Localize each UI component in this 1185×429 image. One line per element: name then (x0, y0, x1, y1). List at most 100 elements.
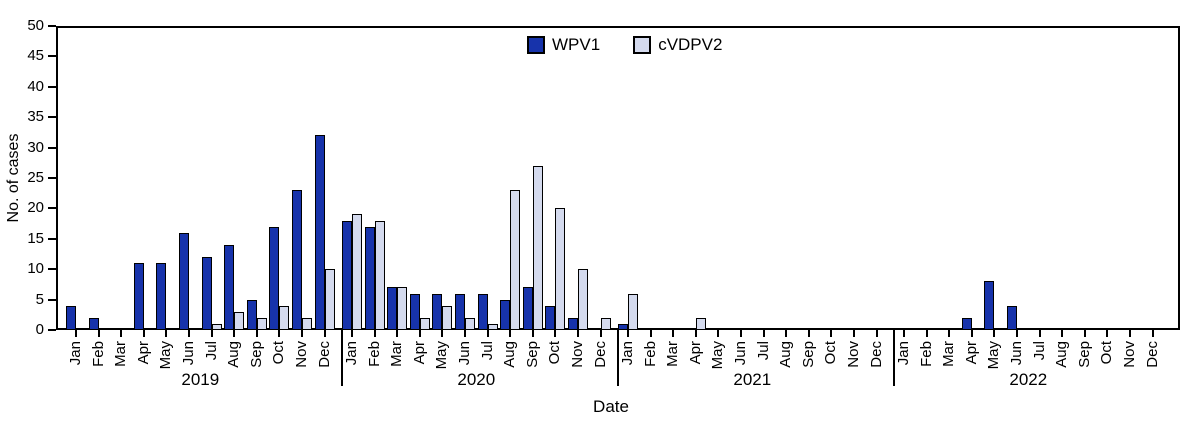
x-tick-label-text: Jul (1030, 341, 1048, 361)
plot-area (56, 26, 1180, 330)
year-divider-line (340, 330, 343, 386)
bar-cvdpv2-2019-nov (302, 317, 312, 330)
bar-cvdpv2-2020-jun (465, 317, 475, 330)
bar-wpv1-2022-apr (961, 317, 972, 330)
y-axis-tick (48, 116, 56, 119)
year-divider-line (892, 330, 895, 386)
y-axis-tick (48, 329, 56, 331)
x-axis-tick (599, 330, 602, 337)
x-tick-label-text: Aug (1053, 341, 1071, 368)
bar-wpv1-2020-mar (387, 287, 398, 330)
y-axis-tick-label: 50 (27, 17, 44, 34)
x-tick-label-text: Sep (523, 341, 541, 368)
x-tick-label-text: Nov (845, 341, 862, 368)
bar-cvdpv2-2019-sep (256, 317, 267, 330)
x-axis-tick (903, 330, 905, 337)
x-axis-tick (441, 330, 444, 337)
x-axis-tick (210, 330, 213, 337)
x-axis-tick (1129, 330, 1131, 337)
x-tick-label-text: Oct (270, 341, 288, 365)
cvdpv2-color-swatch (633, 36, 652, 54)
x-axis-tick (1038, 330, 1041, 337)
x-tick-label-text: Sep (247, 341, 265, 368)
bar-wpv1-2020-aug (500, 299, 511, 330)
x-tick-label-text: Jan (67, 341, 84, 366)
y-axis-tick (48, 146, 56, 149)
x-axis-tick (301, 330, 303, 337)
bar-cvdpv2-2019-jul (211, 323, 222, 330)
y-axis-tick (48, 177, 56, 179)
x-axis-tick (717, 330, 720, 337)
x-tick-label-text: Feb (917, 341, 935, 367)
x-tick-label-text: Aug (501, 341, 519, 368)
x-axis-tick (1061, 330, 1064, 337)
y-axis-tick (48, 85, 56, 88)
y-axis-tick-label: 45 (27, 47, 44, 65)
x-axis-tick (762, 330, 765, 337)
bar-wpv1-2019-aug (224, 244, 235, 330)
legend-item-wpv1: WPV1 (527, 36, 600, 54)
x-tick-label-text: Mar (940, 341, 958, 367)
x-axis-tick (830, 330, 833, 337)
wpv1-color-swatch (527, 36, 545, 54)
y-axis-tick-label: 5 (35, 290, 44, 308)
x-axis-title: Date (593, 397, 629, 416)
x-tick-label-text: Jun (732, 341, 749, 366)
bar-wpv1-2020-nov (568, 317, 578, 330)
x-tick-label-text: May (985, 341, 1003, 370)
x-axis-tick (142, 330, 145, 337)
bar-cvdpv2-2020-oct (555, 208, 566, 330)
y-axis-tick (48, 25, 56, 27)
bar-cvdpv2-2021-apr (695, 317, 706, 330)
y-axis-tick (48, 207, 56, 210)
x-tick-label-text: Aug (225, 341, 243, 368)
bar-cvdpv2-2020-apr (419, 317, 430, 330)
bar-wpv1-2019-jan (66, 305, 76, 330)
bar-cvdpv2-2020-jan (352, 214, 362, 330)
y-axis-tick-label: 25 (27, 169, 44, 186)
bar-wpv1-2020-oct (545, 305, 556, 330)
x-tick-label-text: Mar (112, 341, 130, 367)
x-tick-label-text: Apr (410, 341, 428, 365)
x-tick-label-text: Dec (1143, 341, 1161, 368)
legend: WPV1 cVDPV2 (527, 36, 722, 54)
bar-wpv1-2020-jul (477, 293, 488, 330)
x-tick-label-text: Dec (591, 341, 609, 368)
x-axis-tick (853, 330, 855, 337)
bar-wpv1-2022-may (984, 281, 995, 330)
x-axis-tick (993, 330, 996, 337)
x-tick-label-text: Aug (777, 341, 795, 368)
year-label-2020: 2020 (457, 370, 496, 389)
x-axis-tick (418, 330, 421, 337)
x-axis-tick (875, 330, 878, 337)
y-axis-tick (48, 298, 56, 301)
x-axis-tick (531, 330, 534, 337)
x-axis-tick (120, 330, 123, 337)
bar-wpv1-2020-apr (409, 293, 420, 330)
bar-wpv1-2019-dec (314, 135, 325, 330)
x-axis-tick (323, 330, 326, 337)
bar-wpv1-2022-jun (1007, 305, 1017, 330)
x-tick-label-text: Feb (641, 341, 659, 367)
x-axis-tick (351, 330, 353, 337)
x-tick-label-text: Nov (569, 341, 586, 368)
x-axis-tick (233, 330, 236, 337)
bar-cvdpv2-2019-dec (324, 269, 335, 330)
x-tick-label-text: Sep (799, 341, 817, 368)
bar-wpv1-2020-may (432, 293, 443, 330)
x-axis-tick (785, 330, 788, 337)
x-tick-label-text: Oct (546, 341, 564, 365)
x-tick-label-text: Jun (456, 341, 473, 366)
x-axis-tick (464, 330, 466, 337)
legend-label-cvdpv2: cVDPV2 (658, 35, 723, 54)
x-axis-tick (1083, 330, 1086, 337)
y-axis-tick-label: 0 (35, 321, 44, 338)
x-tick-label-text: Jan (343, 341, 360, 366)
x-tick-label-text: May (157, 341, 175, 370)
bar-cvdpv2-2020-sep (532, 165, 543, 330)
x-axis-tick (1016, 330, 1018, 337)
year-label-2021: 2021 (733, 370, 772, 389)
bar-wpv1-2020-jan (342, 220, 352, 330)
bar-wpv1-2020-sep (522, 287, 533, 330)
